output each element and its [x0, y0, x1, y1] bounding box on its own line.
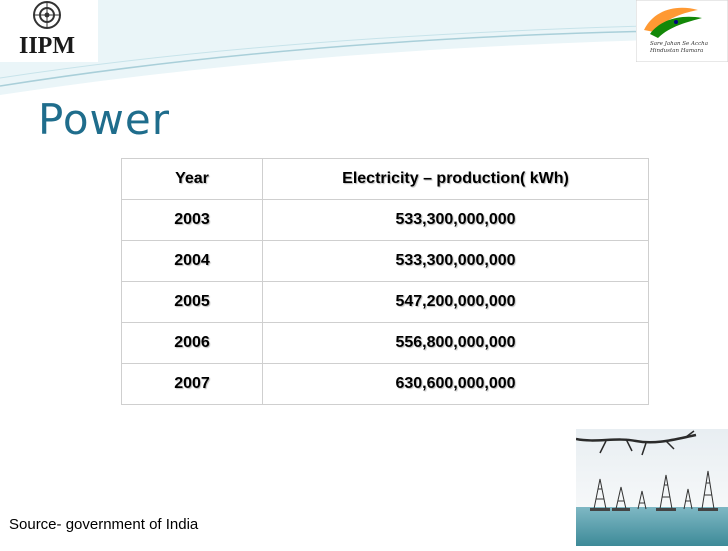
table-row: 2005 547,200,000,000: [121, 281, 649, 323]
table-row: 2004 533,300,000,000: [121, 240, 649, 282]
oil-rigs-photo: [575, 429, 728, 546]
table-cell-value: 533,300,000,000: [262, 240, 649, 282]
table-cell-value: 533,300,000,000: [262, 199, 649, 241]
table-cell-value: 630,600,000,000: [262, 363, 649, 405]
iipm-logo-text: IIPM: [19, 33, 75, 59]
flag-logo-caption: Sare Jahan Se Accha: [650, 41, 708, 47]
svg-text:Hindustan Hamara: Hindustan Hamara: [649, 48, 703, 54]
table-cell-year: 2003: [121, 199, 263, 241]
table-header-row: Year Electricity – production( kWh): [121, 158, 649, 200]
table-cell-year: 2006: [121, 322, 263, 364]
table-header-electricity: Electricity – production( kWh): [262, 158, 649, 200]
page-title: Power: [38, 95, 170, 144]
top-banner: [0, 0, 728, 95]
iipm-logo: IIPM: [0, 0, 98, 62]
india-flag-logo: Sare Jahan Se Accha Hindustan Hamara: [635, 0, 728, 63]
table-row: 2003 533,300,000,000: [121, 199, 649, 241]
table-cell-value: 556,800,000,000: [262, 322, 649, 364]
source-note: Source- government of India: [9, 516, 199, 533]
electricity-production-table: Year Electricity – production( kWh) 2003…: [121, 158, 649, 405]
table-row: 2007 630,600,000,000: [121, 363, 649, 405]
table-cell-year: 2005: [121, 281, 263, 323]
table-header-year: Year: [121, 158, 263, 200]
table-cell-year: 2007: [121, 363, 263, 405]
table-cell-value: 547,200,000,000: [262, 281, 649, 323]
table-cell-year: 2004: [121, 240, 263, 282]
table-row: 2006 556,800,000,000: [121, 322, 649, 364]
